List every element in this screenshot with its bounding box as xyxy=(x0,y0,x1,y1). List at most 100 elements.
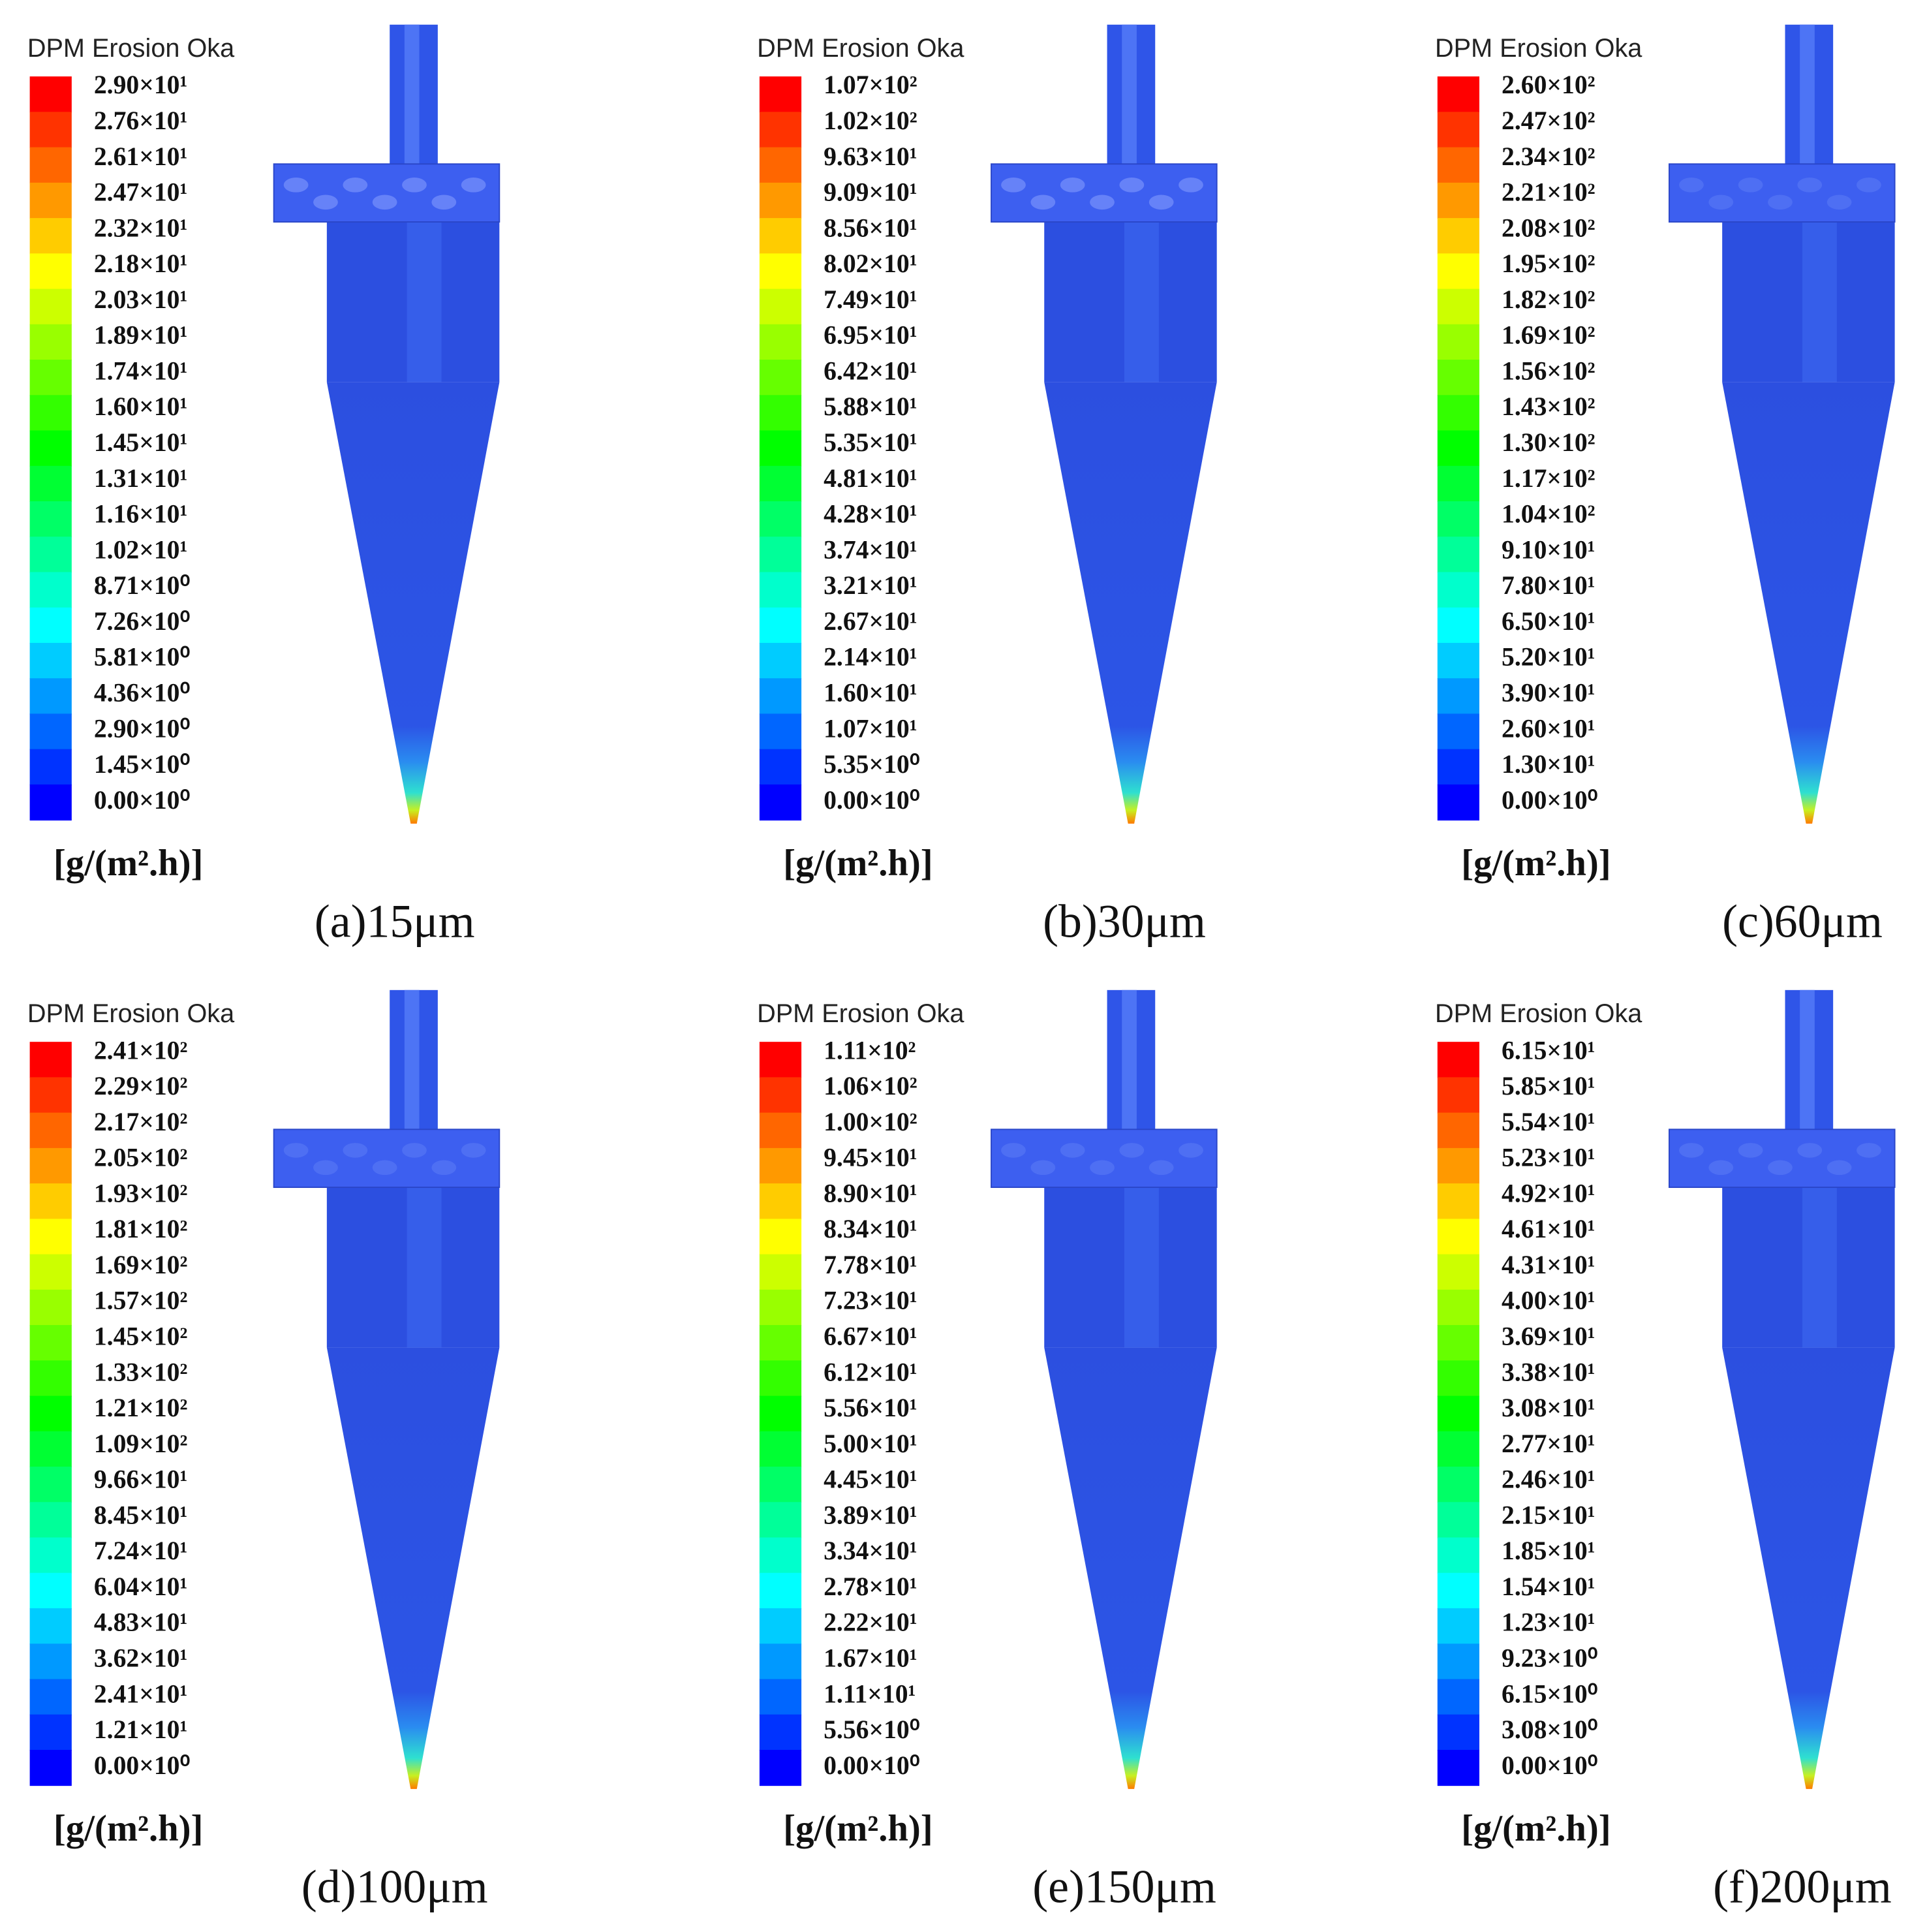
colorbar-band xyxy=(759,147,802,183)
colorbar-label: 1.17×10² xyxy=(1502,464,1596,493)
erosion-spot xyxy=(1179,178,1203,193)
erosion-spot xyxy=(1827,1160,1852,1176)
colorbar-label: 3.34×10¹ xyxy=(824,1536,917,1565)
colorbar-label: 2.22×10¹ xyxy=(824,1608,917,1637)
erosion-spot xyxy=(283,1143,309,1158)
erosion-spot xyxy=(1679,178,1704,193)
colorbar-band xyxy=(759,360,802,396)
colorbar-band xyxy=(29,1183,72,1220)
colorbar-label: 1.95×10² xyxy=(1502,249,1596,278)
caption: (f)200μm xyxy=(1713,1861,1892,1913)
caption: (a)15μm xyxy=(315,896,475,948)
colorbar-band xyxy=(29,1289,72,1326)
colorbar-label: 1.54×10¹ xyxy=(1502,1572,1596,1601)
erosion-spot xyxy=(1148,1160,1174,1176)
panel: DPM Erosion Oka 1.11×10² 1.06×10² 1.00×10² 9… xyxy=(757,989,1218,1913)
cone xyxy=(326,382,500,824)
colorbar-label: 6.15×10¹ xyxy=(1502,1036,1596,1065)
cylinder-shine xyxy=(1124,222,1159,382)
colorbar-band xyxy=(1437,182,1480,219)
colorbar-label: 4.28×10¹ xyxy=(824,500,917,529)
legend-title: DPM Erosion Oka xyxy=(757,999,964,1028)
colorbar-band xyxy=(29,1147,72,1185)
colorbar-band xyxy=(759,395,802,431)
colorbar-band xyxy=(29,784,72,821)
colorbar-band xyxy=(759,465,802,502)
colorbar-band xyxy=(759,112,802,148)
inlet xyxy=(1668,1129,1896,1189)
erosion-spot xyxy=(1738,1143,1763,1158)
colorbar-label: 8.71×10⁰ xyxy=(94,571,191,600)
colorbar-band xyxy=(759,1572,802,1609)
colorbar-band xyxy=(29,1360,72,1397)
colorbar-band xyxy=(1437,360,1480,396)
colorbar-band xyxy=(759,1360,802,1397)
colorbar-label: 2.41×10¹ xyxy=(94,1679,188,1708)
colorbar-band xyxy=(759,324,802,360)
colorbar-band xyxy=(29,253,72,290)
colorbar-label: 4.45×10¹ xyxy=(824,1465,917,1494)
colorbar-band xyxy=(1437,1749,1480,1786)
colorbar-label: 3.89×10¹ xyxy=(824,1501,917,1529)
colorbar-label: 2.61×10¹ xyxy=(94,142,188,171)
cone xyxy=(1044,382,1217,824)
colorbar-label: 1.60×10¹ xyxy=(824,678,917,707)
erosion-spot xyxy=(1030,195,1056,210)
colorbar-label: 9.66×10¹ xyxy=(94,1465,188,1494)
colorbar-band xyxy=(759,182,802,219)
legend-title: DPM Erosion Oka xyxy=(1435,999,1642,1028)
colorbar-label: 2.77×10¹ xyxy=(1502,1429,1596,1458)
caption: (b)30μm xyxy=(1043,896,1206,948)
cone xyxy=(326,1347,500,1789)
colorbar-label: 7.78×10¹ xyxy=(824,1251,917,1279)
colorbar-band xyxy=(759,784,802,821)
colorbar-label: 6.67×10¹ xyxy=(824,1322,917,1351)
colorbar-label: 5.35×10⁰ xyxy=(824,750,920,779)
cylinder-shine xyxy=(407,222,442,382)
colorbar-label: 1.89×10¹ xyxy=(94,321,188,350)
colorbar-band xyxy=(1437,288,1480,325)
colorbar-band xyxy=(29,1714,72,1751)
colorbar-label: 9.09×10¹ xyxy=(824,178,917,207)
colorbar-label: 1.45×10² xyxy=(94,1322,188,1351)
colorbar-label: 2.03×10¹ xyxy=(94,285,188,314)
colorbar-band xyxy=(1437,1502,1480,1538)
colorbar-label: 1.67×10¹ xyxy=(824,1644,917,1673)
erosion-spot xyxy=(313,195,338,210)
colorbar-band xyxy=(1437,1360,1480,1397)
colorbar-band xyxy=(759,1749,802,1786)
colorbar-label: 3.08×10¹ xyxy=(1502,1394,1596,1422)
unit-label: [g/(m².h)] xyxy=(783,843,933,884)
colorbar-label: 6.15×10⁰ xyxy=(1502,1679,1598,1708)
vortex-finder-shine xyxy=(1122,24,1137,164)
colorbar-label: 8.90×10¹ xyxy=(824,1179,917,1208)
colorbar-band xyxy=(29,1325,72,1362)
colorbar-label: 1.07×10¹ xyxy=(824,714,917,743)
unit-label: [g/(m².h)] xyxy=(1461,1809,1611,1849)
colorbar-band xyxy=(759,1537,802,1574)
colorbar-band xyxy=(759,537,802,573)
colorbar-label: 3.90×10¹ xyxy=(1502,678,1596,707)
colorbar-band xyxy=(29,642,72,679)
colorbar-label: 1.33×10² xyxy=(94,1358,188,1386)
colorbar-band xyxy=(1437,501,1480,538)
colorbar-label: 4.83×10¹ xyxy=(94,1608,188,1637)
colorbar-label: 6.42×10¹ xyxy=(824,356,917,385)
colorbar-band xyxy=(759,1289,802,1326)
colorbar-label: 5.81×10⁰ xyxy=(94,643,191,672)
colorbar-band xyxy=(759,1679,802,1715)
erosion-spot xyxy=(372,195,397,210)
erosion-spot xyxy=(1090,195,1115,210)
panel: DPM Erosion Oka 1.07×10² 1.02×10² 9.63×10¹ 9… xyxy=(757,24,1218,948)
colorbar-band xyxy=(1437,1183,1480,1220)
colorbar-band xyxy=(1437,749,1480,785)
erosion-spot xyxy=(1797,1143,1823,1158)
colorbar-label: 4.31×10¹ xyxy=(1502,1251,1596,1279)
colorbar-band xyxy=(29,1112,72,1149)
colorbar-label: 1.85×10¹ xyxy=(1502,1536,1596,1565)
colorbar-label: 3.38×10¹ xyxy=(1502,1358,1596,1386)
colorbar-label: 2.15×10¹ xyxy=(1502,1501,1596,1529)
colorbar-label: 1.45×10⁰ xyxy=(94,750,191,779)
colorbar-label: 1.02×10² xyxy=(824,106,917,135)
erosion-spot xyxy=(1148,195,1174,210)
